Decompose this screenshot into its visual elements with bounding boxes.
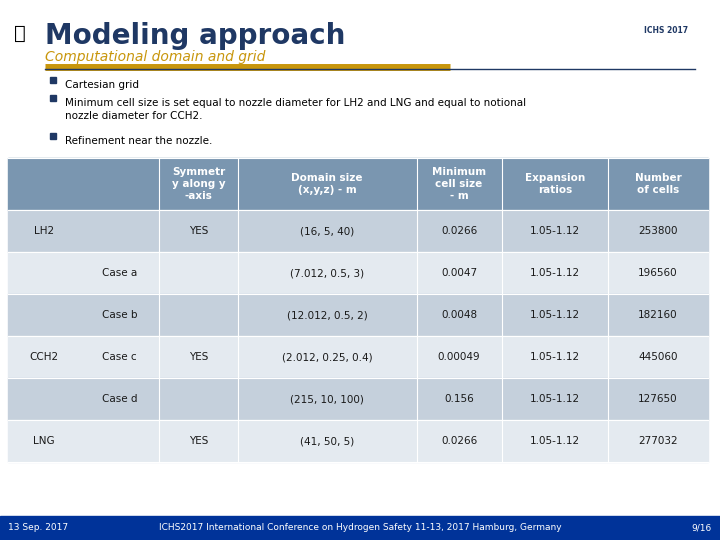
Text: Number
of cells: Number of cells	[634, 173, 681, 195]
Text: 1.05-1.12: 1.05-1.12	[530, 436, 580, 446]
Text: Expansion
ratios: Expansion ratios	[525, 173, 585, 195]
Bar	[8, 158, 708, 210]
Text: (215, 10, 100): (215, 10, 100)	[290, 394, 364, 404]
Text: Case b: Case b	[102, 310, 138, 320]
Bar	[50, 77, 56, 83]
Text: 13 Sep. 2017: 13 Sep. 2017	[8, 523, 68, 532]
Text: 1.05-1.12: 1.05-1.12	[530, 268, 580, 278]
Text: 0.0266: 0.0266	[441, 436, 477, 446]
Text: Refinement near the nozzle.: Refinement near the nozzle.	[65, 136, 212, 146]
Text: 182160: 182160	[638, 310, 678, 320]
Bar	[8, 252, 708, 294]
Text: Case d: Case d	[102, 394, 138, 404]
Text: CCH2: CCH2	[30, 352, 59, 362]
Text: 445060: 445060	[638, 352, 678, 362]
Text: 253800: 253800	[638, 226, 678, 236]
Text: 196560: 196560	[638, 268, 678, 278]
Text: LNG: LNG	[33, 436, 55, 446]
Bar	[8, 378, 708, 420]
Text: (16, 5, 40): (16, 5, 40)	[300, 226, 354, 236]
Text: ICHS2017 International Conference on Hydrogen Safety 11-13, 2017 Hamburg, German: ICHS2017 International Conference on Hyd…	[158, 523, 562, 532]
Text: 👤: 👤	[14, 24, 26, 43]
Text: 127650: 127650	[638, 394, 678, 404]
Text: 1.05-1.12: 1.05-1.12	[530, 226, 580, 236]
Text: 0.0266: 0.0266	[441, 226, 477, 236]
Text: Minimum cell size is set equal to nozzle diameter for LH2 and LNG and equal to n: Minimum cell size is set equal to nozzle…	[65, 98, 526, 121]
Text: Computational domain and grid: Computational domain and grid	[45, 50, 266, 64]
Text: YES: YES	[189, 352, 208, 362]
Text: Case c: Case c	[102, 352, 137, 362]
Bar	[0, 516, 720, 540]
Bar	[8, 420, 708, 462]
Bar	[50, 95, 56, 101]
Text: 0.0048: 0.0048	[441, 310, 477, 320]
Bar	[8, 336, 708, 378]
Text: LH2: LH2	[34, 226, 54, 236]
Text: (12.012, 0.5, 2): (12.012, 0.5, 2)	[287, 310, 367, 320]
Text: Domain size
(x,y,z) - m: Domain size (x,y,z) - m	[292, 173, 363, 195]
Text: YES: YES	[189, 436, 208, 446]
Bar	[8, 294, 708, 336]
Text: (41, 50, 5): (41, 50, 5)	[300, 436, 354, 446]
Text: 1.05-1.12: 1.05-1.12	[530, 310, 580, 320]
Text: 1.05-1.12: 1.05-1.12	[530, 394, 580, 404]
Text: Modeling approach: Modeling approach	[45, 22, 346, 50]
Text: 1.05-1.12: 1.05-1.12	[530, 352, 580, 362]
Bar	[8, 210, 708, 252]
Text: 0.00049: 0.00049	[438, 352, 480, 362]
Text: Minimum
cell size
- m: Minimum cell size - m	[432, 167, 486, 200]
Text: (2.012, 0.25, 0.4): (2.012, 0.25, 0.4)	[282, 352, 372, 362]
Text: Case a: Case a	[102, 268, 138, 278]
Bar	[50, 133, 56, 139]
Text: 9/16: 9/16	[692, 523, 712, 532]
Text: YES: YES	[189, 226, 208, 236]
Text: (7.012, 0.5, 3): (7.012, 0.5, 3)	[290, 268, 364, 278]
Text: 0.0047: 0.0047	[441, 268, 477, 278]
Text: 277032: 277032	[638, 436, 678, 446]
Text: Symmetr
y along y
-axis: Symmetr y along y -axis	[171, 167, 225, 200]
Text: 0.156: 0.156	[444, 394, 474, 404]
Text: Cartesian grid: Cartesian grid	[65, 80, 139, 90]
Text: ICHS 2017: ICHS 2017	[644, 26, 688, 35]
